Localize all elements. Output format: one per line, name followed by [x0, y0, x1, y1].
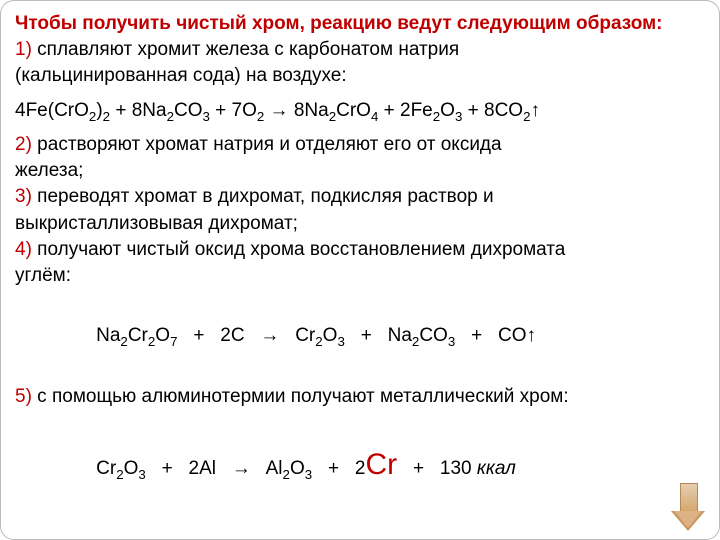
eq2-part: Cr: [128, 325, 148, 346]
equation-1: 4Fe(CrO2)2 + 8Na2CO3 + 7O2 → 8Na2CrO4 + …: [15, 96, 701, 126]
step-1-line-a: 1) сплавляют хромит железа с карбонатом …: [15, 37, 701, 63]
eq3-sub: 2: [116, 467, 123, 482]
eq2-sub: 2: [315, 334, 322, 349]
step-2-line-b: железа;: [15, 158, 701, 184]
eq3-part: + 2Al → Al: [146, 458, 283, 479]
eq2-sub: 2: [120, 334, 127, 349]
eq2-part: + Na: [345, 325, 412, 346]
eq1-part: O: [440, 100, 455, 121]
eq1-part: ↑: [530, 100, 540, 121]
step-2-line-a: 2) растворяют хромат натрия и отделяют е…: [15, 132, 701, 158]
step-3-line-a: 3) переводят хромат в дихромат, подкисля…: [15, 184, 701, 210]
eq3-part: + 2: [312, 458, 365, 479]
eq3-part: Cr: [96, 458, 116, 479]
step-3-text-a: переводят хромат в дихромат, подкисляя р…: [32, 186, 494, 207]
step-5-line: 5) с помощью алюминотермии получают мета…: [15, 384, 701, 410]
eq3-part: O: [124, 458, 139, 479]
step-3-line-b: выкристаллизовывая дихромат;: [15, 211, 701, 237]
down-arrow-icon: [671, 483, 705, 531]
eq1-part: 4Fe(CrO: [15, 100, 89, 121]
eq3-sub: 3: [305, 467, 312, 482]
eq1-part: + 8CO: [462, 100, 523, 121]
step-3-number: 3): [15, 186, 32, 207]
step-5-number: 5): [15, 386, 32, 407]
eq2-part: Na: [96, 325, 120, 346]
slide-title: Чтобы получить чистый хром, реакцию веду…: [15, 11, 701, 37]
step-4-line-b: углём:: [15, 263, 701, 289]
eq1-part: + 8Na: [110, 100, 167, 121]
eq1-sub: 2: [329, 108, 336, 123]
step-4-number: 4): [15, 239, 32, 260]
eq2-sub: 3: [337, 334, 344, 349]
eq1-sub: 2: [103, 108, 110, 123]
eq1-part: + 2Fe: [378, 100, 432, 121]
eq2-part: + CO↑: [455, 325, 536, 346]
equation-2: Na2Cr2O7 + 2C → Cr2O3 + Na2CO3 + CO↑: [15, 295, 701, 378]
eq3-part: O: [290, 458, 305, 479]
step-1-line-b: (кальцинированная сода) на воздухе:: [15, 63, 701, 89]
eq3-sub: 2: [283, 467, 290, 482]
eq1-part: + 7O: [210, 100, 257, 121]
eq3-part: + 130: [397, 458, 477, 479]
eq2-part: O: [155, 325, 170, 346]
equation-3: Cr2O3 + 2Al → Al2O3 + 2Cr + 130 ккал: [15, 416, 701, 514]
step-2-number: 2): [15, 134, 32, 155]
eq1-part: → 8Na: [264, 100, 328, 121]
step-5-text: с помощью алюминотермии получают металли…: [32, 386, 569, 407]
eq3-sub: 3: [138, 467, 145, 482]
step-4-text-a: получают чистый оксид хрома восстановлен…: [32, 239, 565, 260]
eq1-sub: 3: [202, 108, 209, 123]
step-1-text-a: сплавляют хромит железа с карбонатом нат…: [32, 39, 459, 60]
eq3-kkal: ккал: [477, 458, 516, 479]
eq1-part: CrO: [336, 100, 371, 121]
eq1-sub: 2: [167, 108, 174, 123]
eq2-part: O: [323, 325, 338, 346]
slide-container: Чтобы получить чистый хром, реакцию веду…: [0, 0, 720, 540]
eq2-part: + 2C → Cr: [177, 325, 315, 346]
eq2-part: CO: [419, 325, 448, 346]
eq3-cr-highlight: Cr: [365, 448, 397, 481]
eq1-part: CO: [174, 100, 203, 121]
step-2-text-a: растворяют хромат натрия и отделяют его …: [32, 134, 502, 155]
step-4-line-a: 4) получают чистый оксид хрома восстанов…: [15, 237, 701, 263]
step-1-number: 1): [15, 39, 32, 60]
